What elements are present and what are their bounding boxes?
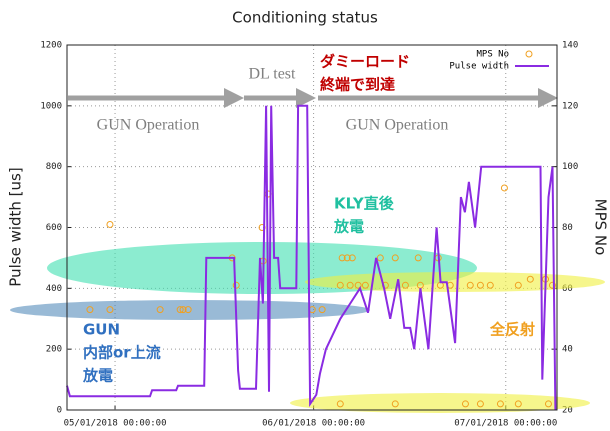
y2-tick-label: 40 <box>562 345 573 355</box>
y2-tick-label: 120 <box>562 101 578 111</box>
data-point <box>318 306 326 314</box>
plot-frame <box>66 44 558 411</box>
data-point <box>343 254 351 262</box>
y-tick-label: 600 <box>46 223 62 233</box>
annotation: GUN Operation <box>346 117 449 134</box>
x-tick-label: 05/01/2018 00:00:00 <box>64 419 167 429</box>
plot-data <box>66 104 557 411</box>
data-point <box>232 281 240 289</box>
y-tick-label: 400 <box>46 284 62 294</box>
legend-label: Pulse width <box>449 62 509 72</box>
data-point <box>348 254 356 262</box>
y-tick-label: 1000 <box>40 101 62 111</box>
data-point <box>391 254 399 262</box>
annotation: 終端で到達 <box>320 76 395 94</box>
y2-tick-label: 100 <box>562 162 578 172</box>
data-point <box>476 400 484 408</box>
x-tick-label: 06/01/2018 00:00:00 <box>262 419 365 429</box>
data-point <box>336 281 344 289</box>
data-point <box>514 281 522 289</box>
highlights <box>10 242 605 413</box>
y-tick-label: 0 <box>57 406 62 416</box>
y-tick-label: 800 <box>46 162 62 172</box>
data-point <box>548 281 556 289</box>
data-point <box>526 275 534 283</box>
data-point <box>401 281 409 289</box>
annotation: GUN <box>83 321 120 339</box>
data-point <box>184 306 192 314</box>
annotation: ダミーロード <box>320 53 410 71</box>
data-point <box>106 306 114 314</box>
annotation: 放電 <box>82 367 113 385</box>
data-point <box>86 306 94 314</box>
x-tick-label: 07/01/2018 00:00:00 <box>454 419 557 429</box>
data-point <box>476 281 484 289</box>
annotation: GUN Operation <box>97 117 200 134</box>
data-point <box>514 400 522 408</box>
data-point <box>336 400 344 408</box>
data-line <box>66 104 557 411</box>
data-point <box>544 400 552 408</box>
data-point <box>391 400 399 408</box>
data-point <box>461 400 469 408</box>
y2-axis-label: MPS No <box>592 199 610 256</box>
y-tick-label: 200 <box>46 345 62 355</box>
data-point <box>486 281 494 289</box>
annotation: 全反射 <box>489 321 535 339</box>
y-tick-label: 1200 <box>40 41 62 51</box>
highlight-ellipse <box>305 272 605 292</box>
annotation: 放電 <box>333 218 364 236</box>
y2-tick-label: 20 <box>562 406 573 416</box>
highlight-ellipse <box>290 393 590 413</box>
highlight-ellipse <box>10 300 370 320</box>
annotations: DL test GUN Operation GUN Operation ダミーロード終… <box>82 53 535 385</box>
data-point <box>346 281 354 289</box>
data-point <box>376 254 384 262</box>
chart-title: Conditioning status <box>232 9 378 27</box>
data-point <box>496 400 504 408</box>
data-point <box>466 281 474 289</box>
data-point <box>361 281 369 289</box>
data-point <box>179 306 187 314</box>
data-point <box>156 306 164 314</box>
annotation: 内部or上流 <box>83 344 161 362</box>
y2-tick-label: 80 <box>562 223 573 233</box>
y-axis-label: Pulse width [us] <box>7 167 25 286</box>
legend-marker <box>525 50 533 58</box>
data-point <box>354 281 362 289</box>
data-point <box>106 220 114 228</box>
annotation: KLY直後 <box>334 195 395 213</box>
y2-tick-label: 60 <box>562 284 573 294</box>
y2-tick-label: 140 <box>562 41 578 51</box>
legend: MPS No Pulse width <box>449 50 549 72</box>
annotation: DL test <box>249 66 297 83</box>
data-point <box>500 184 508 192</box>
data-point <box>176 306 184 314</box>
legend-label: MPS No <box>476 50 509 60</box>
data-point <box>414 254 422 262</box>
data-point <box>338 254 346 262</box>
